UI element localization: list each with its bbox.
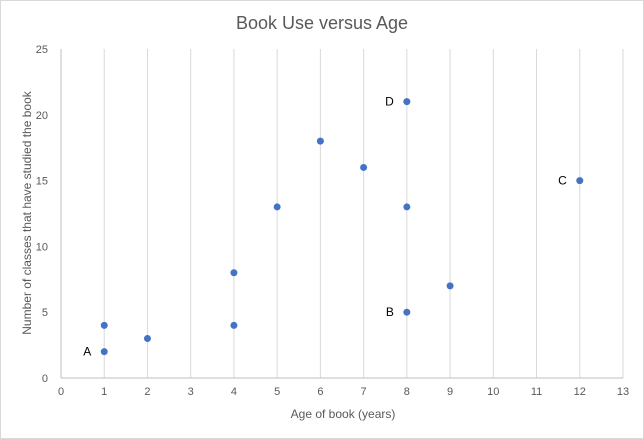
x-tick-label: 0 [58,386,64,398]
x-axis-title: Age of book (years) [291,407,396,421]
data-point [403,203,411,211]
y-tick-label: 0 [42,373,48,385]
y-tick-label: 5 [42,307,48,319]
data-point [230,269,238,277]
data-point [403,308,411,316]
y-tick-label: 10 [36,241,48,253]
point-label: C [558,174,567,188]
y-tick-label: 20 [36,110,48,122]
point-labels: A D B C [83,95,567,359]
data-point [230,321,238,329]
x-tick-label: 12 [574,386,586,398]
axes [60,49,623,379]
point-label: D [385,95,394,109]
data-point [100,321,108,329]
data-point [360,163,368,171]
y-axis-title: Number of classes that have studied the … [20,90,34,334]
x-tick-label: 8 [404,386,410,398]
x-tick-label: 10 [487,386,499,398]
x-tick-label: 2 [144,386,150,398]
y-tick-label: 15 [36,176,48,188]
x-tick-label: 11 [531,386,542,398]
data-point [576,177,584,185]
point-label: A [83,345,91,359]
x-tick-label: 9 [447,386,453,398]
data-point [143,335,151,343]
y-tick-label: 25 [36,44,48,56]
x-tick-label: 7 [361,386,367,398]
x-tick-label: 3 [188,386,194,398]
x-tick-label: 13 [617,386,629,398]
x-tick-label: 5 [274,386,280,398]
gridlines [103,49,624,378]
data-points [100,98,584,356]
point-label: B [386,305,394,319]
data-point [316,137,324,145]
chart-title: Book Use versus Age [236,13,408,33]
x-tick-label: 1 [101,386,107,398]
data-point [403,98,411,106]
data-point [100,348,108,356]
data-point [446,282,454,290]
data-point [273,203,281,211]
x-tick-label: 6 [317,386,323,398]
x-tick-label: 4 [231,386,237,398]
